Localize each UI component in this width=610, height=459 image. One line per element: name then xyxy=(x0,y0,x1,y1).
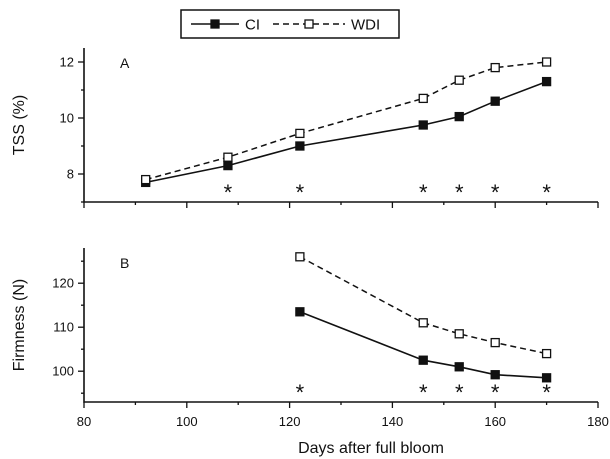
panel-a-point-wdi xyxy=(141,174,151,185)
panel-b-y-tick-label: 110 xyxy=(53,320,74,335)
panel-a-point-wdi xyxy=(418,93,428,104)
panel-b-significance-marker: * xyxy=(296,380,305,405)
panel-a-y-axis-title: TSS (%) xyxy=(11,95,28,155)
panel-b-x-axis-title: Days after full bloom xyxy=(298,440,444,457)
panel-b-y-axis-title: Firmness (N) xyxy=(11,279,28,371)
panel-a-significance-marker: * xyxy=(491,180,500,205)
panel-b-axes xyxy=(83,248,598,403)
panel-b-y-tick-label: 100 xyxy=(52,364,74,379)
panel-a-point-ci xyxy=(223,160,233,171)
panel-b-x-tick-label: 180 xyxy=(587,414,609,429)
panel-b-point-ci xyxy=(295,307,305,317)
panel-a-point-ci xyxy=(490,96,500,106)
panel-b-point-wdi xyxy=(418,318,428,328)
panel-a-series-line-wdi xyxy=(145,61,547,181)
legend-label-wdi: WDI xyxy=(351,17,380,34)
panel-b-significance-marker: * xyxy=(455,380,464,405)
panel-a-point-ci xyxy=(454,111,464,122)
panel-b-series-line-wdi xyxy=(299,256,547,355)
panel-a-y-tick-label: 10 xyxy=(60,111,74,126)
panel-b-x-tick-label: 100 xyxy=(176,414,198,429)
panel-a-significance-marker: * xyxy=(542,180,551,205)
panel-a-significance-marker: * xyxy=(455,180,464,205)
panel-b-x-tick-label: 160 xyxy=(484,414,506,429)
panel-b-point-ci xyxy=(490,370,500,380)
panel-b-x-tick-label: 140 xyxy=(382,414,404,429)
panel-a-tss-chart: 8 10 12 TSS (%) A * * * * * * xyxy=(11,48,599,208)
panel-a-series-line-ci xyxy=(145,80,547,184)
panel-b-firmness-chart: 100 110 120 80 100 120 140 160 180 Firmness (N) Da… xyxy=(11,248,609,457)
panel-a-significance-marker: * xyxy=(296,180,305,205)
panel-a-significance-marker: * xyxy=(224,180,233,205)
panel-a-point-wdi xyxy=(295,128,305,139)
panel-b-point-wdi xyxy=(541,348,552,359)
panel-a-point-ci xyxy=(541,76,552,87)
panel-a-point-wdi xyxy=(454,75,464,85)
panel-b-label: B xyxy=(120,255,129,271)
panel-a-point-ci xyxy=(418,120,428,130)
panel-a-point-wdi xyxy=(490,62,500,73)
panel-b-point-wdi xyxy=(490,337,500,348)
panel-b-point-ci xyxy=(541,373,552,383)
panel-b-significance-marker: * xyxy=(491,380,500,405)
panel-a-y-tick-label: 12 xyxy=(60,55,74,70)
panel-b-point-ci xyxy=(454,362,464,372)
panel-b-y-tick-label: 120 xyxy=(52,276,74,291)
panel-a-y-tick-label: 8 xyxy=(67,167,74,182)
legend: CI WDI xyxy=(180,9,400,39)
panel-a-label: A xyxy=(120,55,130,71)
panel-b-point-ci xyxy=(418,355,428,365)
panel-b-significance-marker: * xyxy=(419,380,428,405)
panel-a-point-ci xyxy=(295,141,305,151)
legend-marker-ci xyxy=(210,19,220,29)
panel-b-point-wdi xyxy=(454,329,464,339)
legend-marker-wdi xyxy=(304,19,314,29)
legend-label-ci: CI xyxy=(245,17,260,34)
panel-b-x-tick-label: 80 xyxy=(77,414,91,429)
panel-a-point-wdi xyxy=(223,152,233,162)
panel-b-x-tick-label: 120 xyxy=(279,414,301,429)
panel-b-significance-marker: * xyxy=(542,380,551,405)
panel-a-point-wdi xyxy=(541,57,552,67)
panel-a-significance-marker: * xyxy=(419,180,428,205)
panel-b-point-wdi xyxy=(295,252,305,262)
